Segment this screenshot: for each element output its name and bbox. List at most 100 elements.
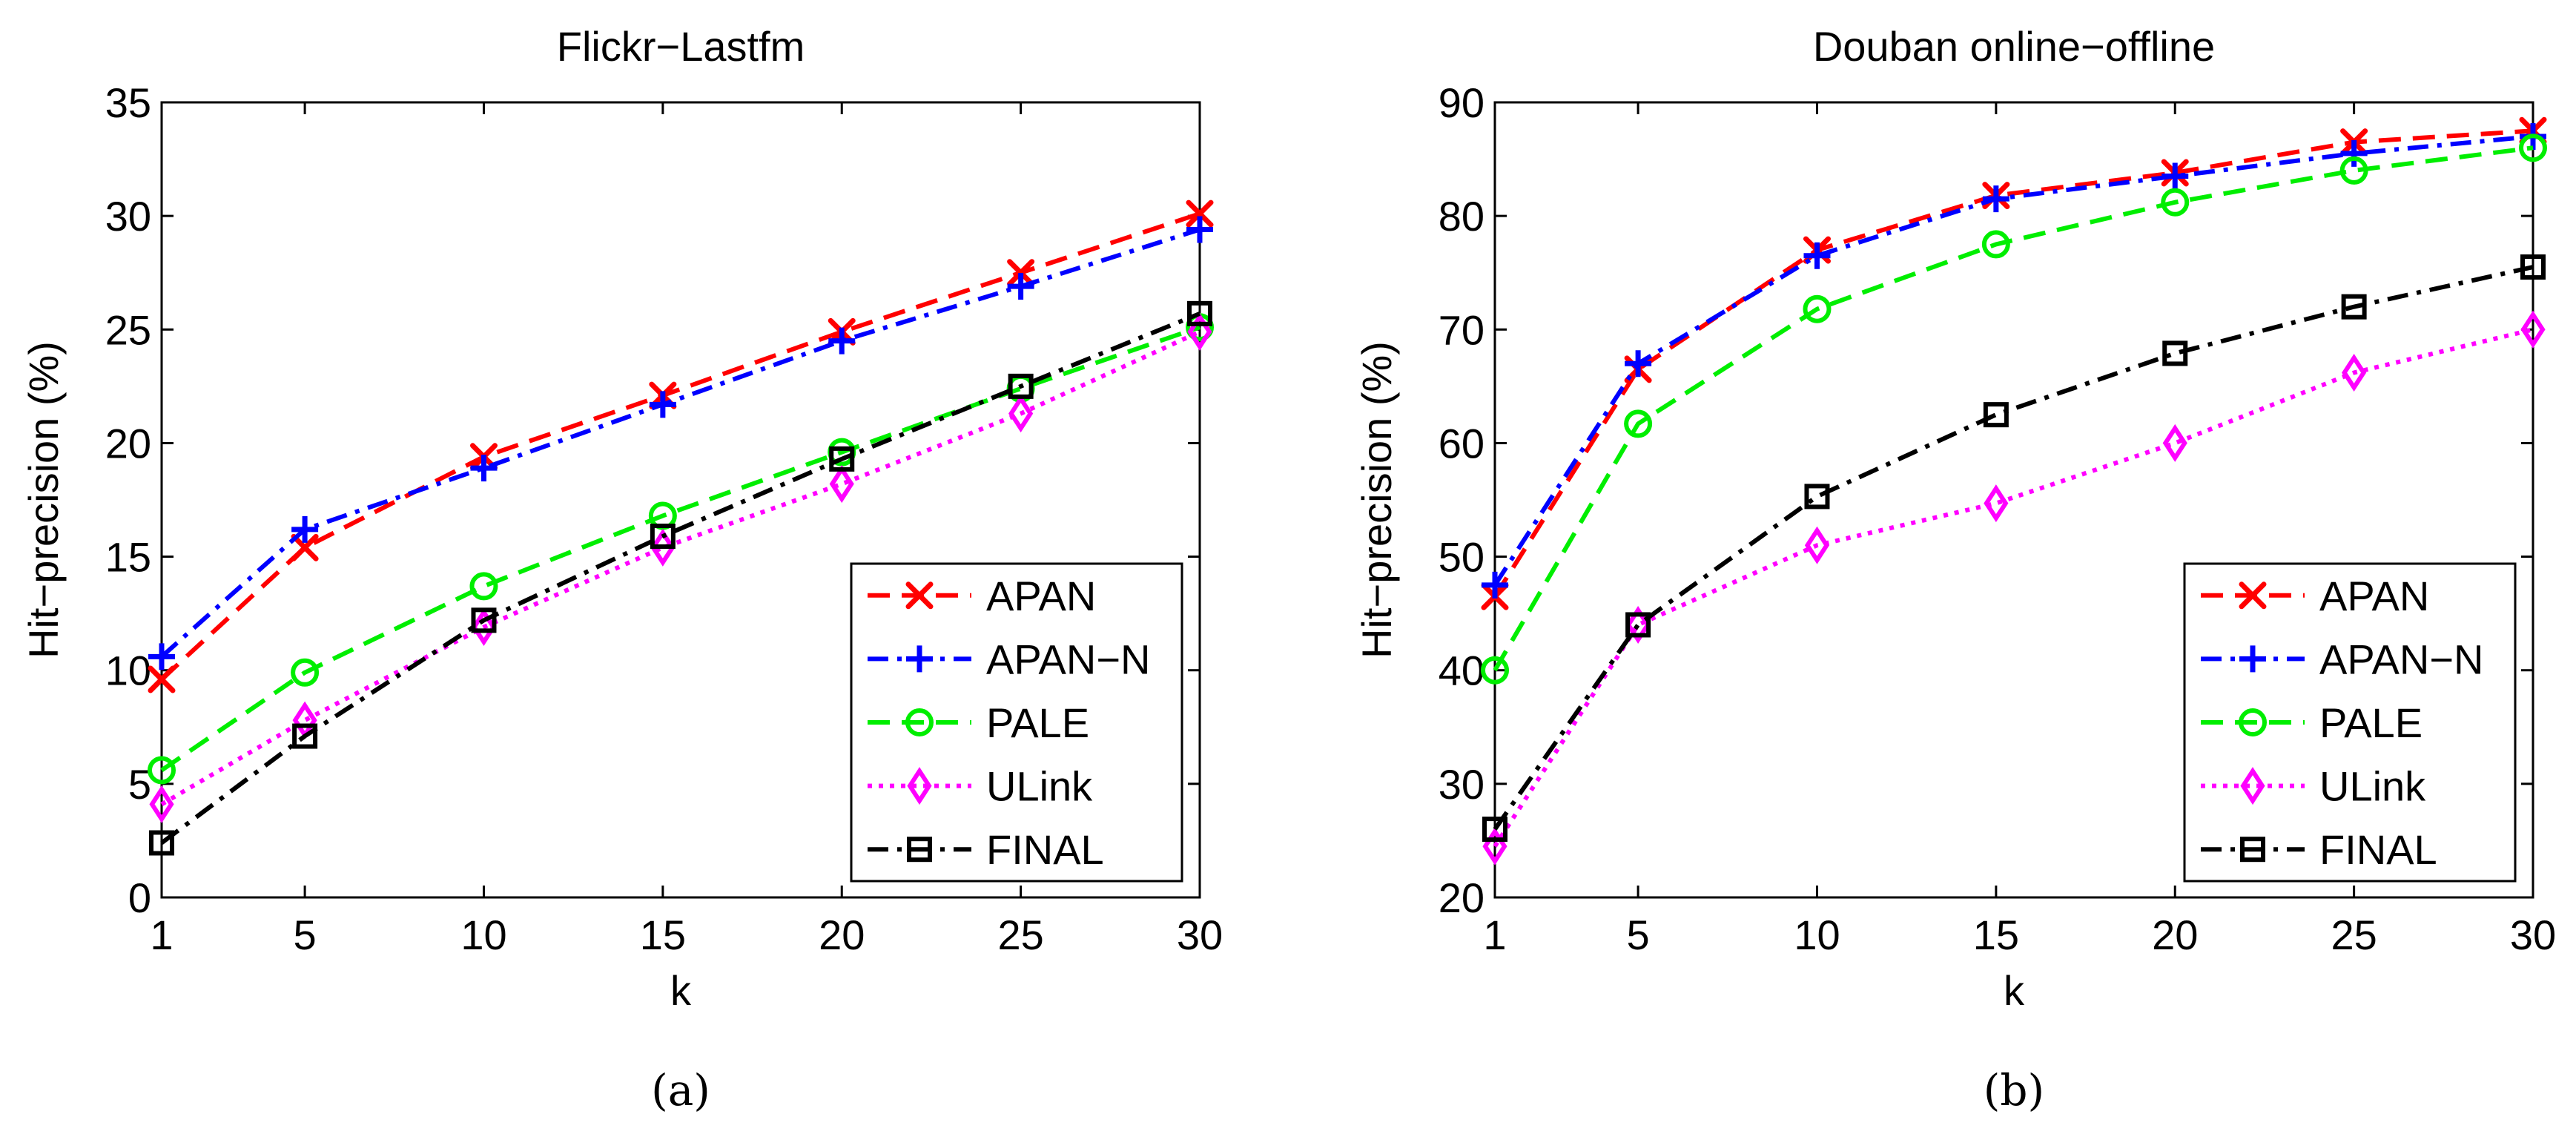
y-tick-label: 70 [1439, 306, 1484, 353]
data-point-marker [1008, 373, 1034, 399]
data-point-marker [1981, 230, 2010, 259]
x-tick-label: 15 [640, 912, 686, 958]
legend: APAN APAN−N PALE ULink FINAL [850, 562, 1183, 883]
panel-caption: (a) [651, 1065, 710, 1115]
series-final [1482, 254, 2546, 843]
y-tick-label: 30 [105, 193, 151, 240]
data-point-marker [149, 785, 174, 823]
legend-item: ULink [868, 763, 1093, 810]
legend-marker [905, 708, 934, 736]
legend-marker [2240, 767, 2265, 805]
data-point-marker [828, 327, 856, 355]
series-apan-n [148, 216, 1213, 670]
y-tick-label: 90 [1439, 79, 1484, 126]
legend-label: PALE [2319, 699, 2423, 746]
data-point-marker [148, 756, 176, 785]
data-point-marker [1008, 395, 1034, 433]
data-point-marker [291, 658, 320, 687]
data-point-marker [1625, 612, 1651, 638]
x-tick-label: 30 [2510, 912, 2556, 958]
data-point-marker [1982, 185, 2009, 213]
series-line [1493, 327, 2534, 848]
y-tick-label: 0 [128, 874, 151, 921]
y-tick-label: 5 [128, 761, 151, 808]
data-point-marker [1803, 242, 1831, 269]
data-point-marker [1481, 656, 1509, 685]
data-point-marker [650, 524, 676, 550]
data-point-marker [471, 608, 497, 647]
data-point-marker [1984, 484, 2009, 523]
x-tick-label: 20 [819, 912, 865, 958]
legend-label: APAN−N [2319, 636, 2483, 682]
data-point-marker [649, 391, 676, 418]
series-final [149, 300, 1212, 856]
data-point-marker [1804, 484, 1830, 510]
y-tick-label: 10 [105, 647, 151, 694]
legend-label: FINAL [986, 826, 1104, 873]
panel-caption: (b) [1984, 1065, 2044, 1115]
legend-item: FINAL [2201, 826, 2437, 873]
data-point-marker [2520, 254, 2546, 280]
legend-item: APAN−N [868, 636, 1150, 682]
y-tick-label: 50 [1439, 534, 1484, 581]
data-point-marker [2520, 310, 2546, 349]
series-line [1493, 265, 2534, 831]
data-point-marker [2341, 294, 2367, 320]
data-point-marker [1187, 312, 1212, 351]
data-point-marker [2339, 156, 2368, 185]
legend-label: APAN [2319, 573, 2429, 619]
series-apan-n [1482, 122, 2546, 599]
legend-label: APAN−N [986, 636, 1150, 682]
series-line [160, 329, 1201, 807]
legend-label: ULink [2319, 763, 2426, 810]
data-point-marker [2161, 162, 2189, 190]
legend-label: APAN [986, 573, 1096, 619]
data-point-marker [2340, 139, 2368, 167]
y-tick-label: 20 [105, 420, 151, 467]
y-axis-label: Hit−precision (%) [1353, 341, 1400, 659]
x-tick-label: 15 [1973, 912, 2019, 958]
legend-marker [2240, 837, 2265, 863]
data-point-marker [1803, 294, 1832, 323]
data-point-marker [291, 533, 319, 561]
data-point-marker [148, 665, 176, 693]
legend-marker [905, 581, 934, 610]
data-point-marker [1625, 605, 1651, 644]
data-point-marker [1007, 259, 1035, 287]
data-point-marker [1624, 409, 1653, 438]
series-ulink [1482, 310, 2546, 866]
series-line [160, 311, 1201, 845]
y-tick-label: 40 [1439, 647, 1484, 694]
data-point-marker [1482, 817, 1507, 843]
data-point-marker [2162, 423, 2187, 462]
series-line [160, 325, 1201, 772]
x-tick-label: 30 [1177, 912, 1223, 958]
data-point-marker [1482, 571, 1508, 599]
y-tick-label: 20 [1439, 874, 1484, 921]
legend-item: ULink [2201, 763, 2426, 810]
data-point-marker [471, 607, 497, 633]
data-point-marker [2519, 133, 2547, 162]
legend-marker [906, 645, 933, 673]
data-point-marker [470, 455, 498, 482]
series-pale [1481, 133, 2547, 685]
legend-item: PALE [2201, 699, 2423, 746]
data-point-marker [148, 643, 175, 670]
data-point-marker [1007, 273, 1034, 300]
x-tick-label: 1 [150, 912, 173, 958]
legend-marker [907, 837, 932, 863]
legend-marker [2239, 708, 2267, 736]
legend-item: FINAL [868, 826, 1104, 873]
data-point-marker [2342, 353, 2367, 392]
data-point-marker [1804, 526, 1830, 564]
x-tick-label: 25 [997, 912, 1043, 958]
legend-item: APAN−N [2201, 636, 2483, 682]
y-tick-label: 80 [1439, 193, 1484, 240]
data-point-marker [291, 515, 319, 543]
legend-marker [2239, 645, 2266, 673]
data-point-marker [469, 572, 498, 601]
legend-marker [2239, 581, 2267, 610]
x-tick-label: 25 [2331, 912, 2377, 958]
